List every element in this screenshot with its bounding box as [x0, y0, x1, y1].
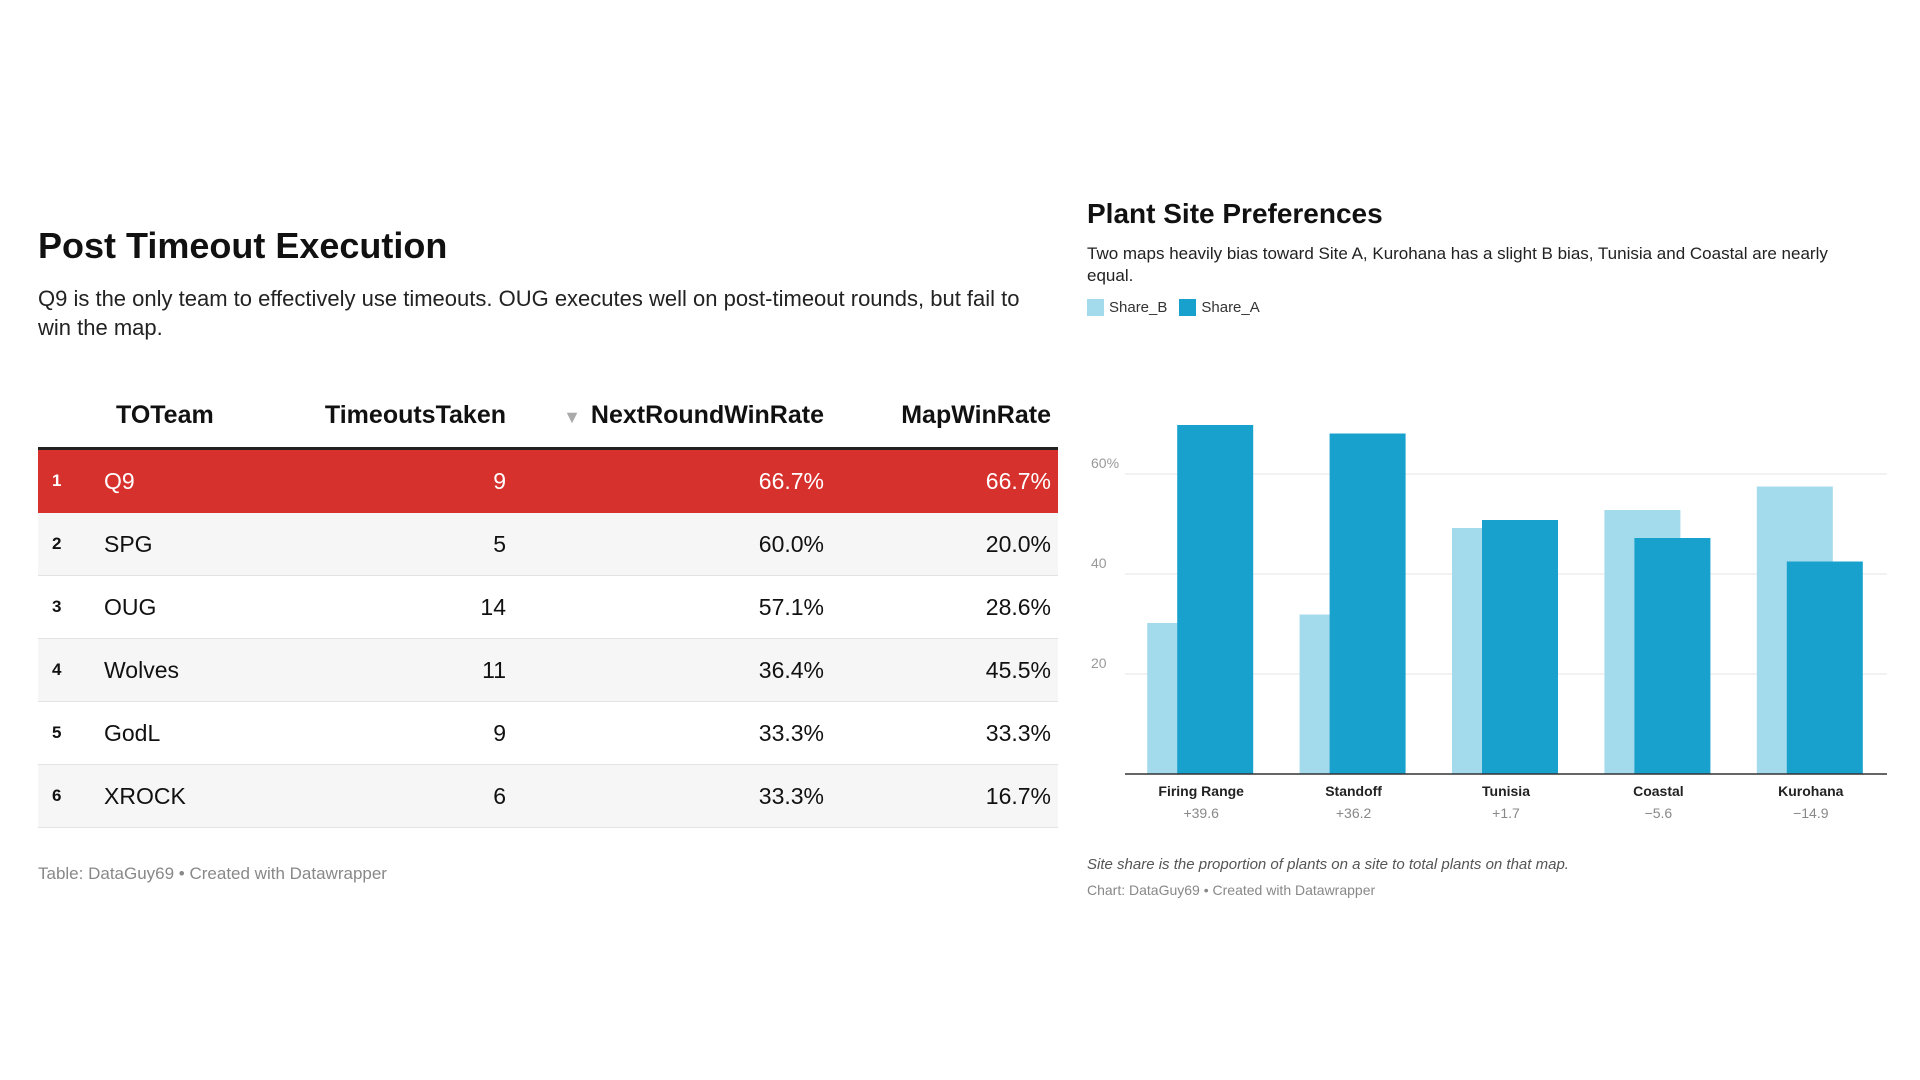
- map-win-cell: 28.6%: [985, 593, 1051, 620]
- rank-cell: 2: [52, 534, 62, 553]
- team-cell: SPG: [104, 530, 153, 557]
- rank-cell: 5: [52, 723, 62, 742]
- next-round-cell: 33.3%: [758, 782, 824, 809]
- legend-label-share-b: Share_B: [1109, 299, 1168, 316]
- next-round-cell: 66.7%: [758, 467, 824, 494]
- timeouts-cell: 5: [493, 530, 506, 557]
- map-win-cell: 20.0%: [985, 530, 1051, 557]
- category-sublabel: +36.2: [1336, 805, 1372, 821]
- team-cell: XROCK: [104, 782, 186, 809]
- sort-descending-icon: ▼: [563, 406, 581, 427]
- map-win-cell: 66.7%: [985, 467, 1051, 494]
- table-footer: Table: DataGuy69 • Created with Datawrap…: [38, 864, 387, 883]
- y-tick-label: 40: [1091, 555, 1107, 571]
- column-header-timeouts[interactable]: TimeoutsTaken: [324, 400, 506, 429]
- rank-cell: 4: [52, 660, 62, 679]
- table-title: Post Timeout Execution: [38, 225, 448, 266]
- table-row: 1 Q9 9 66.7% 66.7%: [38, 450, 1058, 513]
- next-round-cell: 60.0%: [758, 530, 824, 557]
- bar-share-a: [1177, 425, 1254, 774]
- chart-footer: Chart: DataGuy69 • Created with Datawrap…: [1087, 882, 1376, 898]
- map-win-cell: 16.7%: [985, 782, 1051, 809]
- chart-panel: Plant Site Preferences Two maps heavily …: [1087, 196, 1887, 316]
- y-tick-label: 20: [1091, 655, 1107, 671]
- category-label: Kurohana: [1778, 783, 1844, 799]
- bar-share-a: [1482, 520, 1558, 774]
- legend-swatch-share-a: [1179, 299, 1197, 316]
- column-header-nextroundwinrate[interactable]: ▼ NextRoundWinRate: [506, 401, 824, 430]
- team-cell: OUG: [104, 593, 157, 620]
- next-round-cell: 33.3%: [758, 719, 824, 746]
- table-row: 4 Wolves 11 36.4% 45.5%: [38, 639, 1058, 702]
- data-table: TOTeam TimeoutsTaken ▼ NextRoundWinRate M…: [38, 383, 1058, 828]
- legend-item-share-b[interactable]: Share_B: [1087, 299, 1167, 316]
- column-header-toteam[interactable]: TOTeam: [116, 400, 214, 429]
- column-header-mapwinrate[interactable]: MapWinRate: [901, 400, 1051, 429]
- next-round-cell: 36.4%: [758, 656, 824, 683]
- chart-note: Site share is the proportion of plants o…: [1087, 856, 1569, 873]
- category-sublabel: +39.6: [1183, 805, 1219, 821]
- timeouts-cell: 9: [493, 467, 506, 494]
- team-cell: GodL: [104, 719, 161, 746]
- bar-share-a: [1329, 433, 1406, 774]
- chart-subtitle: Two maps heavily bias toward Site A, Kur…: [1087, 244, 1828, 285]
- column-header-label: NextRoundWinRate: [590, 400, 824, 429]
- chart-legend: Share_B Share_A: [1087, 299, 1887, 316]
- category-label: Tunisia: [1482, 783, 1530, 799]
- next-round-cell: 57.1%: [758, 593, 824, 620]
- y-tick-label: 60%: [1091, 455, 1119, 471]
- legend-item-share-a[interactable]: Share_A: [1179, 299, 1260, 316]
- category-sublabel: −14.9: [1793, 805, 1829, 821]
- team-cell: Q9: [104, 467, 135, 494]
- bar-chart: 20 40 60% Firing Range +39.6 Standoff +36.2 Tun…: [1091, 425, 1887, 821]
- rank-cell: 3: [52, 597, 62, 616]
- table-row: 6 XROCK 6 33.3% 16.7%: [38, 765, 1058, 828]
- category-label: Standoff: [1325, 783, 1382, 799]
- bar-share-a: [1786, 561, 1863, 774]
- table-header: TOTeam TimeoutsTaken ▼ NextRoundWinRate M…: [38, 383, 1058, 450]
- category-sublabel: +1.7: [1492, 805, 1520, 821]
- timeouts-cell: 9: [493, 719, 506, 746]
- rank-cell: 1: [52, 471, 62, 490]
- map-win-cell: 33.3%: [985, 719, 1051, 746]
- table-row: 2 SPG 5 60.0% 20.0%: [38, 513, 1058, 576]
- rank-cell: 6: [52, 786, 62, 805]
- team-cell: Wolves: [104, 656, 179, 683]
- table-row: 5 GodL 9 33.3% 33.3%: [38, 702, 1058, 765]
- table-panel: Post Timeout Execution Q9 is the only te…: [38, 224, 1058, 884]
- timeouts-cell: 6: [493, 782, 506, 809]
- map-win-cell: 45.5%: [985, 656, 1051, 683]
- table-row: 3 OUG 14 57.1% 28.6%: [38, 576, 1058, 639]
- timeouts-cell: 14: [480, 593, 506, 620]
- bar-share-a: [1634, 538, 1711, 774]
- timeouts-cell: 11: [482, 656, 506, 683]
- legend-swatch-share-b: [1087, 299, 1104, 316]
- table-description: Q9 is the only team to effectively use t…: [38, 286, 1020, 340]
- category-label: Coastal: [1633, 783, 1684, 799]
- chart-title: Plant Site Preferences: [1087, 198, 1383, 229]
- legend-label-share-a: Share_A: [1201, 299, 1260, 316]
- category-sublabel: −5.6: [1645, 805, 1673, 821]
- category-label: Firing Range: [1158, 783, 1244, 799]
